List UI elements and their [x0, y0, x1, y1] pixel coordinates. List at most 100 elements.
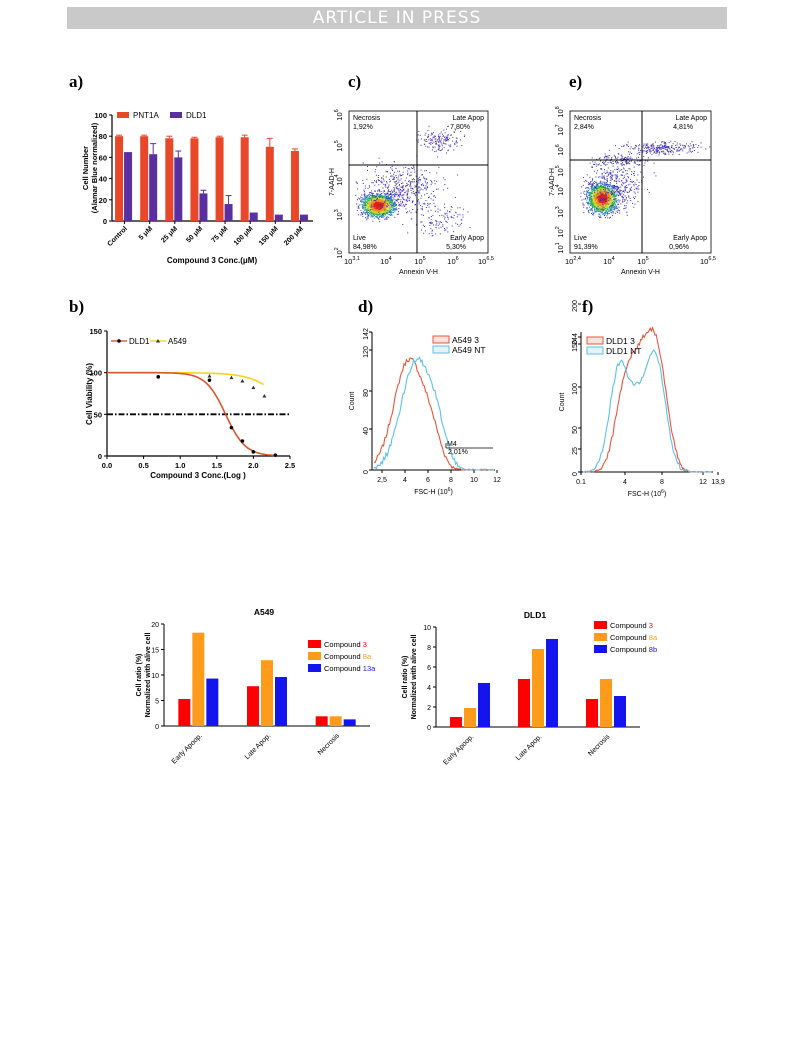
c-event-dot: [442, 225, 444, 227]
e-event-dot: [638, 157, 640, 158]
c-event-dot: [390, 200, 392, 202]
c-event-dot: [408, 181, 410, 182]
c-event-dot: [430, 198, 432, 200]
a-bar-dld1: [174, 157, 183, 221]
e-event-dot: [614, 194, 615, 195]
c-event-dot: [393, 176, 395, 178]
c-event-dot: [413, 178, 414, 180]
e-event-dot: [596, 208, 598, 210]
c-event-dot: [370, 206, 371, 208]
e-event-dot: [663, 146, 665, 148]
c-event-dot: [372, 207, 374, 209]
e-event-dot: [618, 192, 620, 194]
e-event-dot: [591, 195, 593, 197]
e-event-dot: [664, 141, 666, 143]
c-event-dot: [378, 209, 380, 211]
c-event-dot: [407, 172, 409, 174]
e-event-dot: [605, 185, 607, 187]
e-event-dot: [645, 146, 647, 148]
e-event-dot: [623, 175, 625, 177]
e-event-dot: [606, 207, 608, 209]
c-event-dot: [405, 186, 407, 188]
e-event-dot: [612, 174, 614, 176]
c-event-dot: [380, 193, 382, 195]
c-event-dot: [450, 135, 452, 136]
c-event-dot: [402, 189, 404, 190]
c-event-dot: [393, 188, 395, 190]
c-event-dot: [389, 180, 391, 182]
e-event-dot: [595, 205, 597, 207]
c-event-dot: [383, 183, 385, 185]
e-event-dot: [612, 170, 614, 172]
e-event-dot: [600, 188, 602, 190]
c-event-dot: [437, 188, 439, 190]
e-event-dot: [592, 185, 594, 187]
c-event-dot: [367, 202, 369, 204]
c-event-dot: [411, 192, 413, 194]
c-event-dot: [395, 193, 397, 195]
e-event-dot: [597, 193, 599, 195]
c-event-dot: [449, 211, 451, 213]
e-event-dot: [615, 191, 617, 193]
e-event-dot: [601, 203, 603, 204]
c-event-dot: [366, 209, 368, 211]
c-event-dot: [395, 187, 397, 189]
c-event-dot: [387, 207, 388, 209]
e-event-dot: [651, 147, 653, 149]
e-event-dot: [652, 143, 654, 145]
e-event-dot: [587, 187, 589, 189]
c-event-dot: [362, 183, 364, 184]
panel-label-a: a): [69, 72, 84, 91]
c-event-dot: [362, 205, 364, 207]
c-event-dot: [393, 189, 395, 191]
c-event-dot: [394, 195, 396, 197]
e-event-dot: [611, 195, 613, 197]
c-event-dot: [428, 196, 430, 198]
c-event-dot: [375, 169, 377, 171]
e-event-dot: [587, 203, 589, 204]
e-event-dot: [606, 190, 608, 192]
c-event-dot: [429, 138, 431, 140]
c-event-dot: [368, 200, 370, 202]
e-event-dot: [656, 152, 658, 154]
e-event-dot: [668, 153, 670, 155]
e-event-dot: [623, 168, 625, 170]
e-event-dot: [627, 157, 629, 159]
c-event-dot: [412, 165, 414, 167]
e-event-dot: [593, 189, 595, 191]
c-event-dot: [386, 215, 388, 217]
e-event-dot: [593, 201, 595, 202]
e-event-dot: [591, 201, 593, 203]
b-x-tick-label: 0.5: [138, 461, 148, 470]
e-event-dot: [668, 148, 670, 149]
c-event-dot: [393, 210, 395, 212]
c-event-dot: [382, 178, 384, 180]
e-event-dot: [652, 150, 654, 152]
b-legend-marker-dld1: [117, 339, 121, 343]
c-event-dot: [373, 208, 375, 210]
e-event-dot: [633, 191, 635, 193]
c-event-dot: [367, 166, 368, 167]
c-event-dot: [394, 181, 396, 183]
e-event-dot: [595, 191, 597, 193]
e-event-dot: [665, 152, 667, 154]
c-event-dot: [414, 186, 416, 188]
e-event-dot: [586, 196, 588, 198]
e-event-dot: [659, 146, 661, 148]
c-event-dot: [402, 201, 403, 203]
e-event-dot: [591, 166, 593, 168]
e-event-dot: [615, 177, 617, 179]
e-event-dot: [621, 174, 623, 176]
c-event-dot: [370, 209, 371, 211]
c-event-dot: [371, 203, 373, 205]
e-event-dot: [611, 190, 613, 192]
e-event-dot: [656, 149, 658, 151]
e-event-dot: [604, 169, 605, 171]
e-event-dot: [611, 215, 613, 216]
c-event-dot: [375, 216, 377, 218]
c-event-dot: [461, 219, 463, 221]
c-event-dot: [377, 205, 379, 207]
c-event-dot: [434, 146, 436, 148]
c-event-dot: [454, 131, 456, 133]
e-event-dot: [586, 195, 588, 197]
